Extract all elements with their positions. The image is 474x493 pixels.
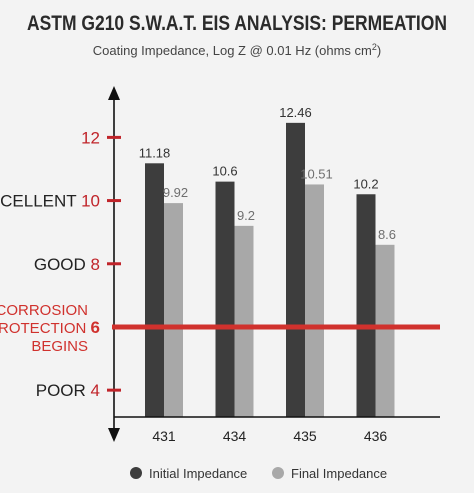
chart-subtitle-end: ): [377, 43, 381, 58]
x-tick-label-435: 435: [293, 428, 317, 444]
plot-area: 11.18 9.92 431 10.6 9.2 434 12.46 10.51 435 10.2 8…: [0, 86, 440, 481]
data-label-initial-436: 10.2: [353, 176, 378, 191]
bar-final-431: [164, 203, 183, 417]
legend-marker-initial: [130, 467, 142, 479]
data-label-final-436: 8.6: [378, 227, 396, 242]
y-tick-label-12: 12: [81, 128, 100, 147]
threshold-label-line-2: PROTECTION 6: [0, 318, 100, 337]
y-tick-number-10: 10: [81, 192, 100, 211]
y-tick-label-4: POOR 4: [36, 381, 100, 400]
data-label-final-435: 10.51: [300, 166, 333, 181]
legend-marker-final: [272, 467, 284, 479]
x-tick-label-434: 434: [223, 428, 247, 444]
x-tick-label-436: 436: [364, 428, 388, 444]
bar-final-434: [234, 225, 254, 417]
data-label-initial-435: 12.46: [279, 105, 312, 120]
y-tick-word-8: GOOD: [34, 255, 91, 274]
legend-label-initial: Initial Impedance: [149, 466, 247, 481]
y-axis-arrow-bottom: [108, 428, 120, 442]
threshold-label-word: PROTECTION: [0, 320, 91, 337]
threshold-label-line-1: CORROSION: [0, 302, 88, 319]
data-label-initial-434: 10.6: [212, 164, 237, 179]
y-tick-word-10: EXCELLENT: [0, 192, 81, 211]
threshold-label-number: 6: [91, 318, 100, 337]
bar-initial-431: [145, 163, 164, 417]
chart-title: ASTM G210 S.W.A.T. EIS ANALYSIS: PERMEAT…: [27, 12, 447, 35]
chart-subtitle-sup: 2: [372, 42, 377, 52]
bar-initial-435: [286, 122, 305, 417]
chart-subtitle-text: Coating Impedance, Log Z @ 0.01 Hz (ohms…: [93, 43, 372, 58]
bar-final-435: [305, 184, 324, 417]
x-tick-label-431: 431: [152, 428, 176, 444]
y-tick-number-12: 12: [81, 128, 100, 147]
y-tick-label-8: GOOD 8: [34, 255, 100, 274]
data-label-final-434: 9.2: [237, 208, 255, 223]
threshold-label-line-3: BEGINS: [31, 338, 88, 355]
y-tick-number-4: 4: [91, 381, 100, 400]
bar-initial-434: [215, 181, 235, 417]
data-label-final-431: 9.92: [163, 185, 188, 200]
bar-final-436: [375, 244, 395, 417]
data-label-initial-431: 11.18: [139, 145, 171, 160]
y-tick-number-8: 8: [91, 255, 100, 274]
chart-subtitle: Coating Impedance, Log Z @ 0.01 Hz (ohms…: [93, 42, 381, 58]
y-tick-label-10: EXCELLENT 10: [0, 192, 100, 211]
y-tick-word-4: POOR: [36, 381, 91, 400]
legend-label-final: Final Impedance: [291, 466, 387, 481]
y-axis-arrow-top: [108, 86, 120, 100]
bar-initial-436: [356, 194, 376, 417]
